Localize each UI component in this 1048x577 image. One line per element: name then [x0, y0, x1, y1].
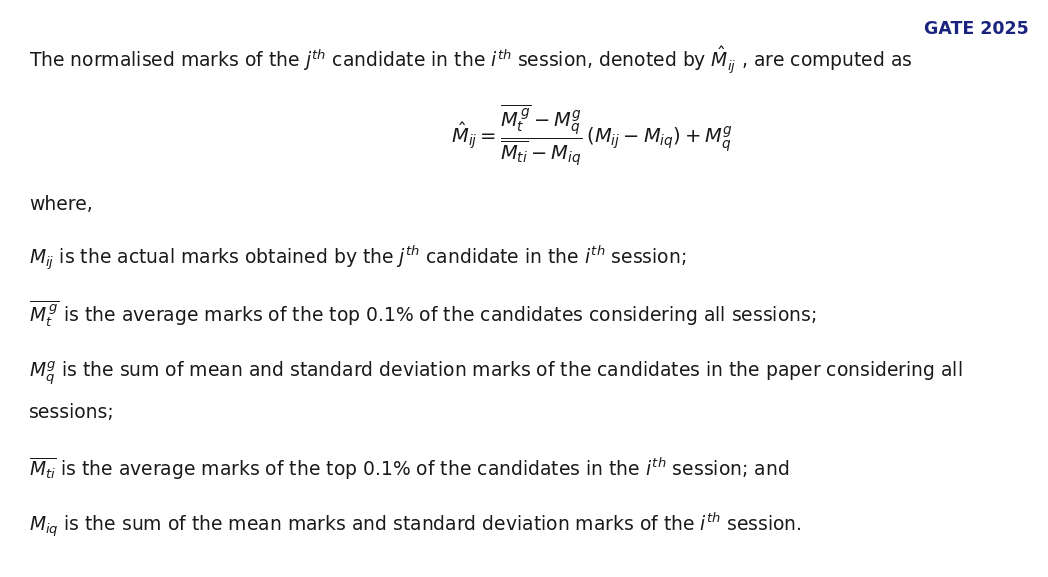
- Text: $M_q^g$ is the sum of mean and standard deviation marks of the candidates in the: $M_q^g$ is the sum of mean and standard …: [29, 360, 963, 388]
- Text: GATE 2025: GATE 2025: [924, 20, 1029, 38]
- Text: $M_{iq}$ is the sum of the mean marks and standard deviation marks of the $i^{th: $M_{iq}$ is the sum of the mean marks an…: [29, 511, 802, 539]
- Text: where,: where,: [29, 196, 93, 214]
- Text: $\hat{M}_{ij} = \dfrac{\overline{M_t^{\,g}}-M_q^g}{\overline{M_{ti}}-M_{iq}}\,(M: $\hat{M}_{ij} = \dfrac{\overline{M_t^{\,…: [451, 103, 733, 168]
- Text: $M_{ij}$ is the actual marks obtained by the $j^{th}$ candidate in the $i^{th}$ : $M_{ij}$ is the actual marks obtained by…: [29, 243, 686, 272]
- Text: $\overline{M_t^{\,g}}$ is the average marks of the top 0.1% of the candidates co: $\overline{M_t^{\,g}}$ is the average ma…: [29, 299, 816, 329]
- Text: sessions;: sessions;: [29, 403, 115, 422]
- Text: The normalised marks of the $j^{th}$ candidate in the $i^{th}$ session, denoted : The normalised marks of the $j^{th}$ can…: [29, 45, 913, 76]
- Text: $\overline{M_{ti}}$ is the average marks of the top 0.1% of the candidates in th: $\overline{M_{ti}}$ is the average marks…: [29, 455, 789, 482]
